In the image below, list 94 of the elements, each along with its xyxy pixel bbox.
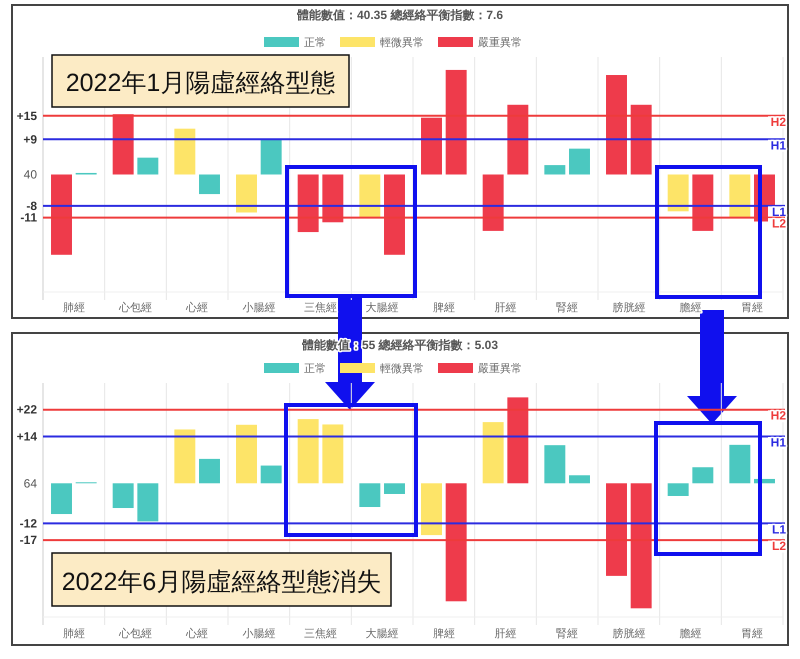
x-tick-label: 腎經 <box>556 302 578 314</box>
ref-line-label: H1 <box>770 138 786 152</box>
legend-label: 輕微異常 <box>380 36 424 49</box>
bar <box>236 424 257 484</box>
legend-label: 正常 <box>304 362 326 375</box>
bar <box>692 174 714 231</box>
bar <box>199 458 220 484</box>
x-tick-label: 胃經 <box>741 302 764 314</box>
bar <box>668 174 689 212</box>
x-tick-label: 膀胱經 <box>612 627 646 640</box>
annotation: 2022年1月陽虛經絡型態 <box>66 69 336 97</box>
bar <box>729 444 750 484</box>
bar <box>544 165 566 174</box>
bar <box>544 445 566 484</box>
bar <box>630 483 652 608</box>
y-tick-label: -11 <box>20 210 38 225</box>
ref-line-label: H2 <box>770 408 786 423</box>
bar <box>322 424 344 484</box>
chart-title: 體能數值：40.35 總經絡平衡指數：7.6 <box>296 8 504 22</box>
x-tick-label: 肺經 <box>62 302 85 314</box>
bar <box>384 174 405 255</box>
bar <box>199 174 220 194</box>
bar <box>260 466 282 484</box>
y-tick-label: -17 <box>20 533 38 548</box>
bar <box>507 104 528 174</box>
bar <box>112 483 134 508</box>
legend-label: 輕微異常 <box>380 362 424 375</box>
x-tick-label: 三焦經 <box>304 628 337 640</box>
x-tick-label: 膽經 <box>680 628 702 640</box>
x-tick-label: 肝經 <box>494 628 516 640</box>
bar <box>359 174 380 218</box>
x-tick-label: 脾經 <box>432 628 455 640</box>
legend-label: 嚴重異常 <box>478 36 522 49</box>
y-tick-label: -12 <box>20 516 38 530</box>
bar <box>692 467 714 484</box>
ref-line-label: L2 <box>772 216 786 231</box>
bar <box>446 70 467 174</box>
x-tick-label: 三焦經 <box>304 302 337 314</box>
bar <box>137 158 158 174</box>
y-tick-label: +9 <box>23 132 38 146</box>
y-tick-label: +15 <box>16 108 38 123</box>
bar <box>668 483 689 496</box>
x-tick-label: 脾經 <box>432 302 455 314</box>
y-tick-label: +22 <box>16 402 38 417</box>
bar <box>482 422 504 484</box>
legend-label: 正常 <box>304 36 326 49</box>
x-tick-label: 大腸經 <box>366 627 399 640</box>
bar <box>236 174 257 212</box>
bar <box>322 174 344 222</box>
x-tick-label: 膀胱經 <box>612 301 646 314</box>
ref-line-label: L2 <box>772 539 786 554</box>
x-tick-label: 小腸經 <box>242 627 276 640</box>
bar <box>606 75 627 174</box>
annotation: 2022年6月陽虛經絡型態消失 <box>62 568 382 596</box>
bar <box>174 128 196 174</box>
bar <box>298 419 319 484</box>
bar <box>260 138 282 174</box>
ref-line-label: L1 <box>772 522 786 536</box>
x-tick-label: 肝經 <box>494 302 516 314</box>
bar <box>507 397 528 484</box>
x-tick-label: 心包經 <box>118 301 152 314</box>
bar <box>729 174 750 218</box>
x-tick-label: 小腸經 <box>242 301 276 314</box>
bar <box>569 475 590 484</box>
bar <box>630 104 652 174</box>
bar <box>446 483 467 602</box>
ref-line-label: H2 <box>770 114 786 129</box>
x-tick-label: 大腸經 <box>366 301 399 314</box>
bar <box>384 483 405 494</box>
ref-line-label: L1 <box>772 204 786 219</box>
bar <box>112 114 134 174</box>
x-tick-label: 心經 <box>185 301 208 314</box>
x-tick-label: 胃經 <box>741 628 764 640</box>
bar <box>359 483 380 508</box>
x-tick-label: 心經 <box>185 627 208 640</box>
x-tick-label: 心包經 <box>118 627 152 640</box>
text: 64 <box>24 476 38 490</box>
ref-line-label: H1 <box>770 435 786 450</box>
bar <box>137 483 158 522</box>
legend-label: 嚴重異常 <box>478 362 522 375</box>
bar <box>482 174 504 231</box>
x-tick-label: 肺經 <box>62 628 85 640</box>
y-tick-label: +14 <box>16 429 38 444</box>
bar <box>51 174 72 255</box>
x-tick-label: 膽經 <box>680 302 702 314</box>
bar <box>421 483 442 536</box>
bar <box>51 483 72 514</box>
bar <box>606 483 627 576</box>
text: 40 <box>24 168 38 182</box>
bar <box>569 148 590 174</box>
bar <box>421 118 442 174</box>
x-tick-label: 腎經 <box>556 628 578 640</box>
bar <box>174 429 196 484</box>
y-tick-label: -8 <box>26 198 38 213</box>
